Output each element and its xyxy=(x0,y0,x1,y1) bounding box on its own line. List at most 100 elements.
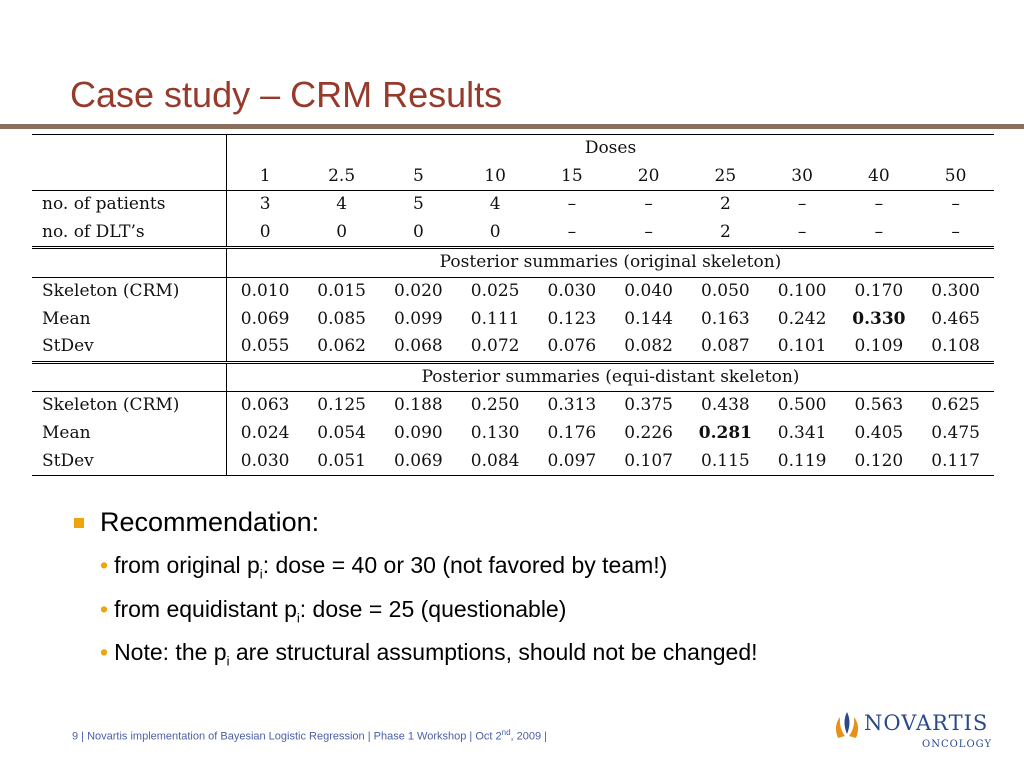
table-cell: 0.500 xyxy=(763,391,841,420)
bullet-text: from original p xyxy=(114,552,260,578)
table-cell: 2 xyxy=(687,190,764,219)
table-cell: – xyxy=(797,221,807,242)
table-cell: 0.097 xyxy=(533,447,611,477)
sub-bullet-item: • from original pi: dose = 40 or 30 (not … xyxy=(100,552,758,582)
table-cell: 0.125 xyxy=(303,391,380,420)
patients-row: no. of patients 3 4 5 4– –2– – – xyxy=(32,190,994,219)
table-cell: 4 xyxy=(303,190,380,219)
table-cell: 25 xyxy=(714,165,737,186)
table-cell: 0.030 xyxy=(533,276,611,306)
table-cell: – xyxy=(533,190,611,219)
table-cell: 0.100 xyxy=(763,276,841,306)
table-cell: 0 xyxy=(489,221,501,242)
table-row: StDev 0.030 0.051 0.069 0.084 0.097 0.107 0.115… xyxy=(32,447,994,477)
row-label: Skeleton (CRM) xyxy=(32,276,227,306)
table-cell: 0 xyxy=(412,221,424,242)
doses-header-row: Doses xyxy=(32,133,994,163)
square-bullet-icon xyxy=(74,517,84,528)
table-cell: 0.115 xyxy=(687,447,764,477)
row-label-empty xyxy=(32,133,227,163)
bullet-subscript: i xyxy=(226,653,230,669)
table-cell: 0.465 xyxy=(931,308,980,329)
table-cell: 0.101 xyxy=(777,336,827,357)
table-cell: 0.055 xyxy=(240,336,290,357)
bullet-subscript: i xyxy=(259,566,263,582)
section-header: Doses xyxy=(226,133,994,163)
table-cell: 0.188 xyxy=(380,391,457,420)
table-cell: 0.015 xyxy=(303,276,380,306)
table-cell: 0.085 xyxy=(317,308,366,329)
table-cell: 0.024 xyxy=(240,422,290,443)
novartis-logo: NOVARTIS ONCOLOGY xyxy=(832,706,991,752)
table-cell: – xyxy=(567,221,577,242)
bullet-text: : dose = 25 (questionable) xyxy=(299,595,567,622)
table-row: Skeleton (CRM) 0.063 0.125 0.188 0.250 0.313 0… xyxy=(32,391,994,420)
table-cell: 0.563 xyxy=(840,391,918,420)
table-cell: 0.281 xyxy=(698,422,752,443)
table-row: StDev 0.055 0.062 0.068 0.072 0.076 0.082 0.087… xyxy=(32,333,994,363)
table-cell: 0.068 xyxy=(394,336,443,357)
table-cell: – xyxy=(951,221,960,242)
table-cell: 20 xyxy=(637,165,660,186)
table-cell: 0.176 xyxy=(547,422,597,443)
row-label: Mean xyxy=(32,305,227,334)
row-label: Mean xyxy=(32,419,227,448)
table-cell: 0.250 xyxy=(456,391,534,420)
table-cell: 0.111 xyxy=(470,308,520,329)
table-cell: 0.475 xyxy=(931,422,980,443)
sub-bullet-item: • Note: the pi are structural assumptions… xyxy=(100,639,758,669)
table-cell: 0.242 xyxy=(777,308,827,329)
table-row: Mean 0.024 0.054 0.090 0.130 0.176 0.226 0.281 0… xyxy=(32,419,994,448)
bullet-text: are structural assumptions, should not b… xyxy=(229,639,758,666)
table-cell: 0.030 xyxy=(226,447,304,477)
table-cell: 0.300 xyxy=(917,276,994,306)
logo-sub: ONCOLOGY xyxy=(922,739,993,750)
table-cell: 0.123 xyxy=(547,308,597,329)
row-label-empty xyxy=(32,246,227,278)
footer-text: 9 | Novartis implementation of Bayesian … xyxy=(72,728,547,743)
table-cell: 0.063 xyxy=(226,391,304,420)
bullet-dot-icon: • xyxy=(100,639,109,666)
title-divider xyxy=(0,124,1024,129)
table-cell: 0.051 xyxy=(303,447,380,477)
dose-values-row: 1 2.5 5 10 15 20 25 30 40 50 xyxy=(32,162,994,191)
row-label: StDev xyxy=(32,333,227,363)
posterior-section-header: Posterior summaries (original skeleton) xyxy=(32,246,994,278)
recommendation-list: Recommendation: • from original pi: dose … xyxy=(74,507,758,669)
table-cell: 0.087 xyxy=(701,336,750,357)
footer-end: , 2009 | xyxy=(510,730,548,743)
row-label-empty xyxy=(32,360,227,392)
table-cell: 0.163 xyxy=(701,308,750,329)
section-header: Posterior summaries (original skeleton) xyxy=(226,246,994,278)
table-cell: 0.010 xyxy=(226,276,304,306)
row-label xyxy=(32,162,227,191)
table-cell: 0.050 xyxy=(687,276,764,306)
table-cell: – xyxy=(917,190,994,219)
table-cell: 0.144 xyxy=(624,308,673,329)
table-cell: 0.099 xyxy=(394,308,443,329)
table-cell: 10 xyxy=(484,165,506,186)
table-cell: 40 xyxy=(868,165,890,186)
bullet-text: : dose = 40 or 30 (not favored by team!) xyxy=(262,552,668,578)
table-cell: 15 xyxy=(561,165,583,186)
table-cell: 0.119 xyxy=(763,447,841,477)
recommendation-heading: Recommendation: xyxy=(74,507,758,538)
table-cell: 0.226 xyxy=(624,422,673,443)
table-cell: 0.107 xyxy=(610,447,687,477)
table-cell: 0.330 xyxy=(852,308,906,329)
table-cell: 0.020 xyxy=(380,276,457,306)
row-label: Skeleton (CRM) xyxy=(32,391,227,420)
slide-title: Case study – CRM Results xyxy=(70,74,503,115)
table-cell: 0.076 xyxy=(547,336,597,357)
posterior-section-header: Posterior summaries (equi-distant skelet… xyxy=(32,360,994,392)
table-cell: 0.025 xyxy=(456,276,534,306)
table-cell: 0.054 xyxy=(317,422,366,443)
table-cell: 2 xyxy=(719,221,731,242)
table-cell: 0.082 xyxy=(624,336,673,357)
table-cell: 0.120 xyxy=(840,447,918,477)
table-row: Mean 0.069 0.085 0.099 0.111 0.123 0.144 0.163 0… xyxy=(32,305,994,334)
table-cell: 0.108 xyxy=(931,336,980,357)
table-cell: – xyxy=(644,221,653,242)
table-cell: 5 xyxy=(412,165,424,186)
table-cell: 0.069 xyxy=(380,447,457,477)
